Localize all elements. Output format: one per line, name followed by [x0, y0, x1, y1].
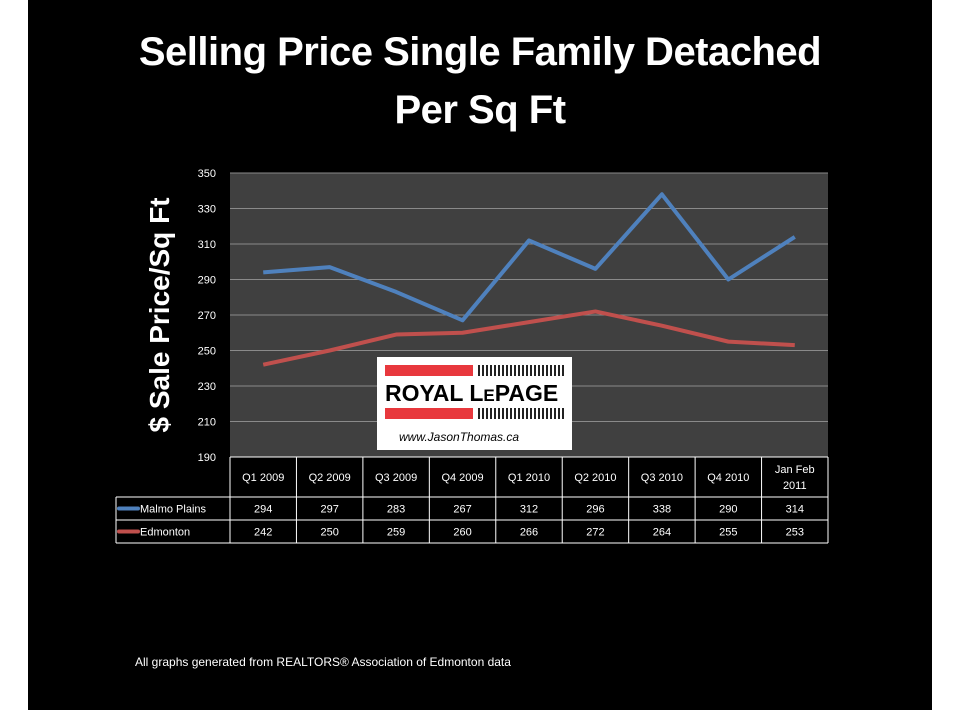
data-label: 255: [719, 527, 737, 539]
legend-label: Edmonton: [140, 527, 190, 539]
data-label: 242: [254, 527, 272, 539]
svg-text:ROYAL LEPAGE: ROYAL LEPAGE: [385, 380, 558, 406]
y-tick-label: 230: [198, 381, 216, 393]
x-tick-label: Q3 2009: [375, 472, 417, 484]
x-tick-label: Q3 2010: [641, 472, 683, 484]
x-tick-label: Jan Feb: [775, 464, 815, 476]
x-tick-label: Q4 2010: [707, 472, 749, 484]
data-label: 314: [786, 504, 804, 516]
legend-label: Malmo Plains: [140, 504, 207, 516]
data-label: 264: [653, 527, 671, 539]
svg-text:www.JasonThomas.ca: www.JasonThomas.ca: [399, 430, 519, 444]
data-label: 297: [320, 504, 338, 516]
data-label: 290: [719, 504, 737, 516]
y-tick-label: 270: [198, 310, 216, 322]
y-tick-label: 250: [198, 346, 216, 358]
y-tick-label: 190: [198, 452, 216, 464]
data-label: 250: [320, 527, 338, 539]
x-tick-label: Q1 2009: [242, 472, 284, 484]
x-tick-label: Q1 2010: [508, 472, 550, 484]
y-tick-label: 330: [198, 204, 216, 216]
series-line-edmonton: [262, 309, 795, 367]
data-label: 283: [387, 504, 405, 516]
x-tick-label: Q4 2009: [441, 472, 483, 484]
data-label: 338: [653, 504, 671, 516]
data-label: 312: [520, 504, 538, 516]
data-label: 260: [453, 527, 471, 539]
data-label: 259: [387, 527, 405, 539]
x-tick-label: Q2 2009: [309, 472, 351, 484]
y-tick-label: 210: [198, 417, 216, 429]
y-tick-label: 290: [198, 275, 216, 287]
royal-lepage-logo: ROYAL LEPAGE www.JasonThomas.ca: [377, 357, 572, 450]
data-label: 253: [786, 527, 804, 539]
x-tick-label: Q2 2010: [574, 472, 616, 484]
y-tick-label: 310: [198, 239, 216, 251]
data-label: 266: [520, 527, 538, 539]
data-label: 296: [586, 504, 604, 516]
data-label: 267: [453, 504, 471, 516]
series-line-malmo-plains: [263, 192, 796, 323]
y-tick-label: 350: [198, 168, 216, 180]
data-label: 272: [586, 527, 604, 539]
footer-note: All graphs generated from REALTORS® Asso…: [135, 655, 511, 669]
x-tick-label: 2011: [783, 480, 807, 492]
data-label: 294: [254, 504, 272, 516]
chart-title-line2: Per Sq Ft: [394, 88, 566, 132]
chart-title: Selling Price Single Family Detached: [138, 30, 822, 74]
